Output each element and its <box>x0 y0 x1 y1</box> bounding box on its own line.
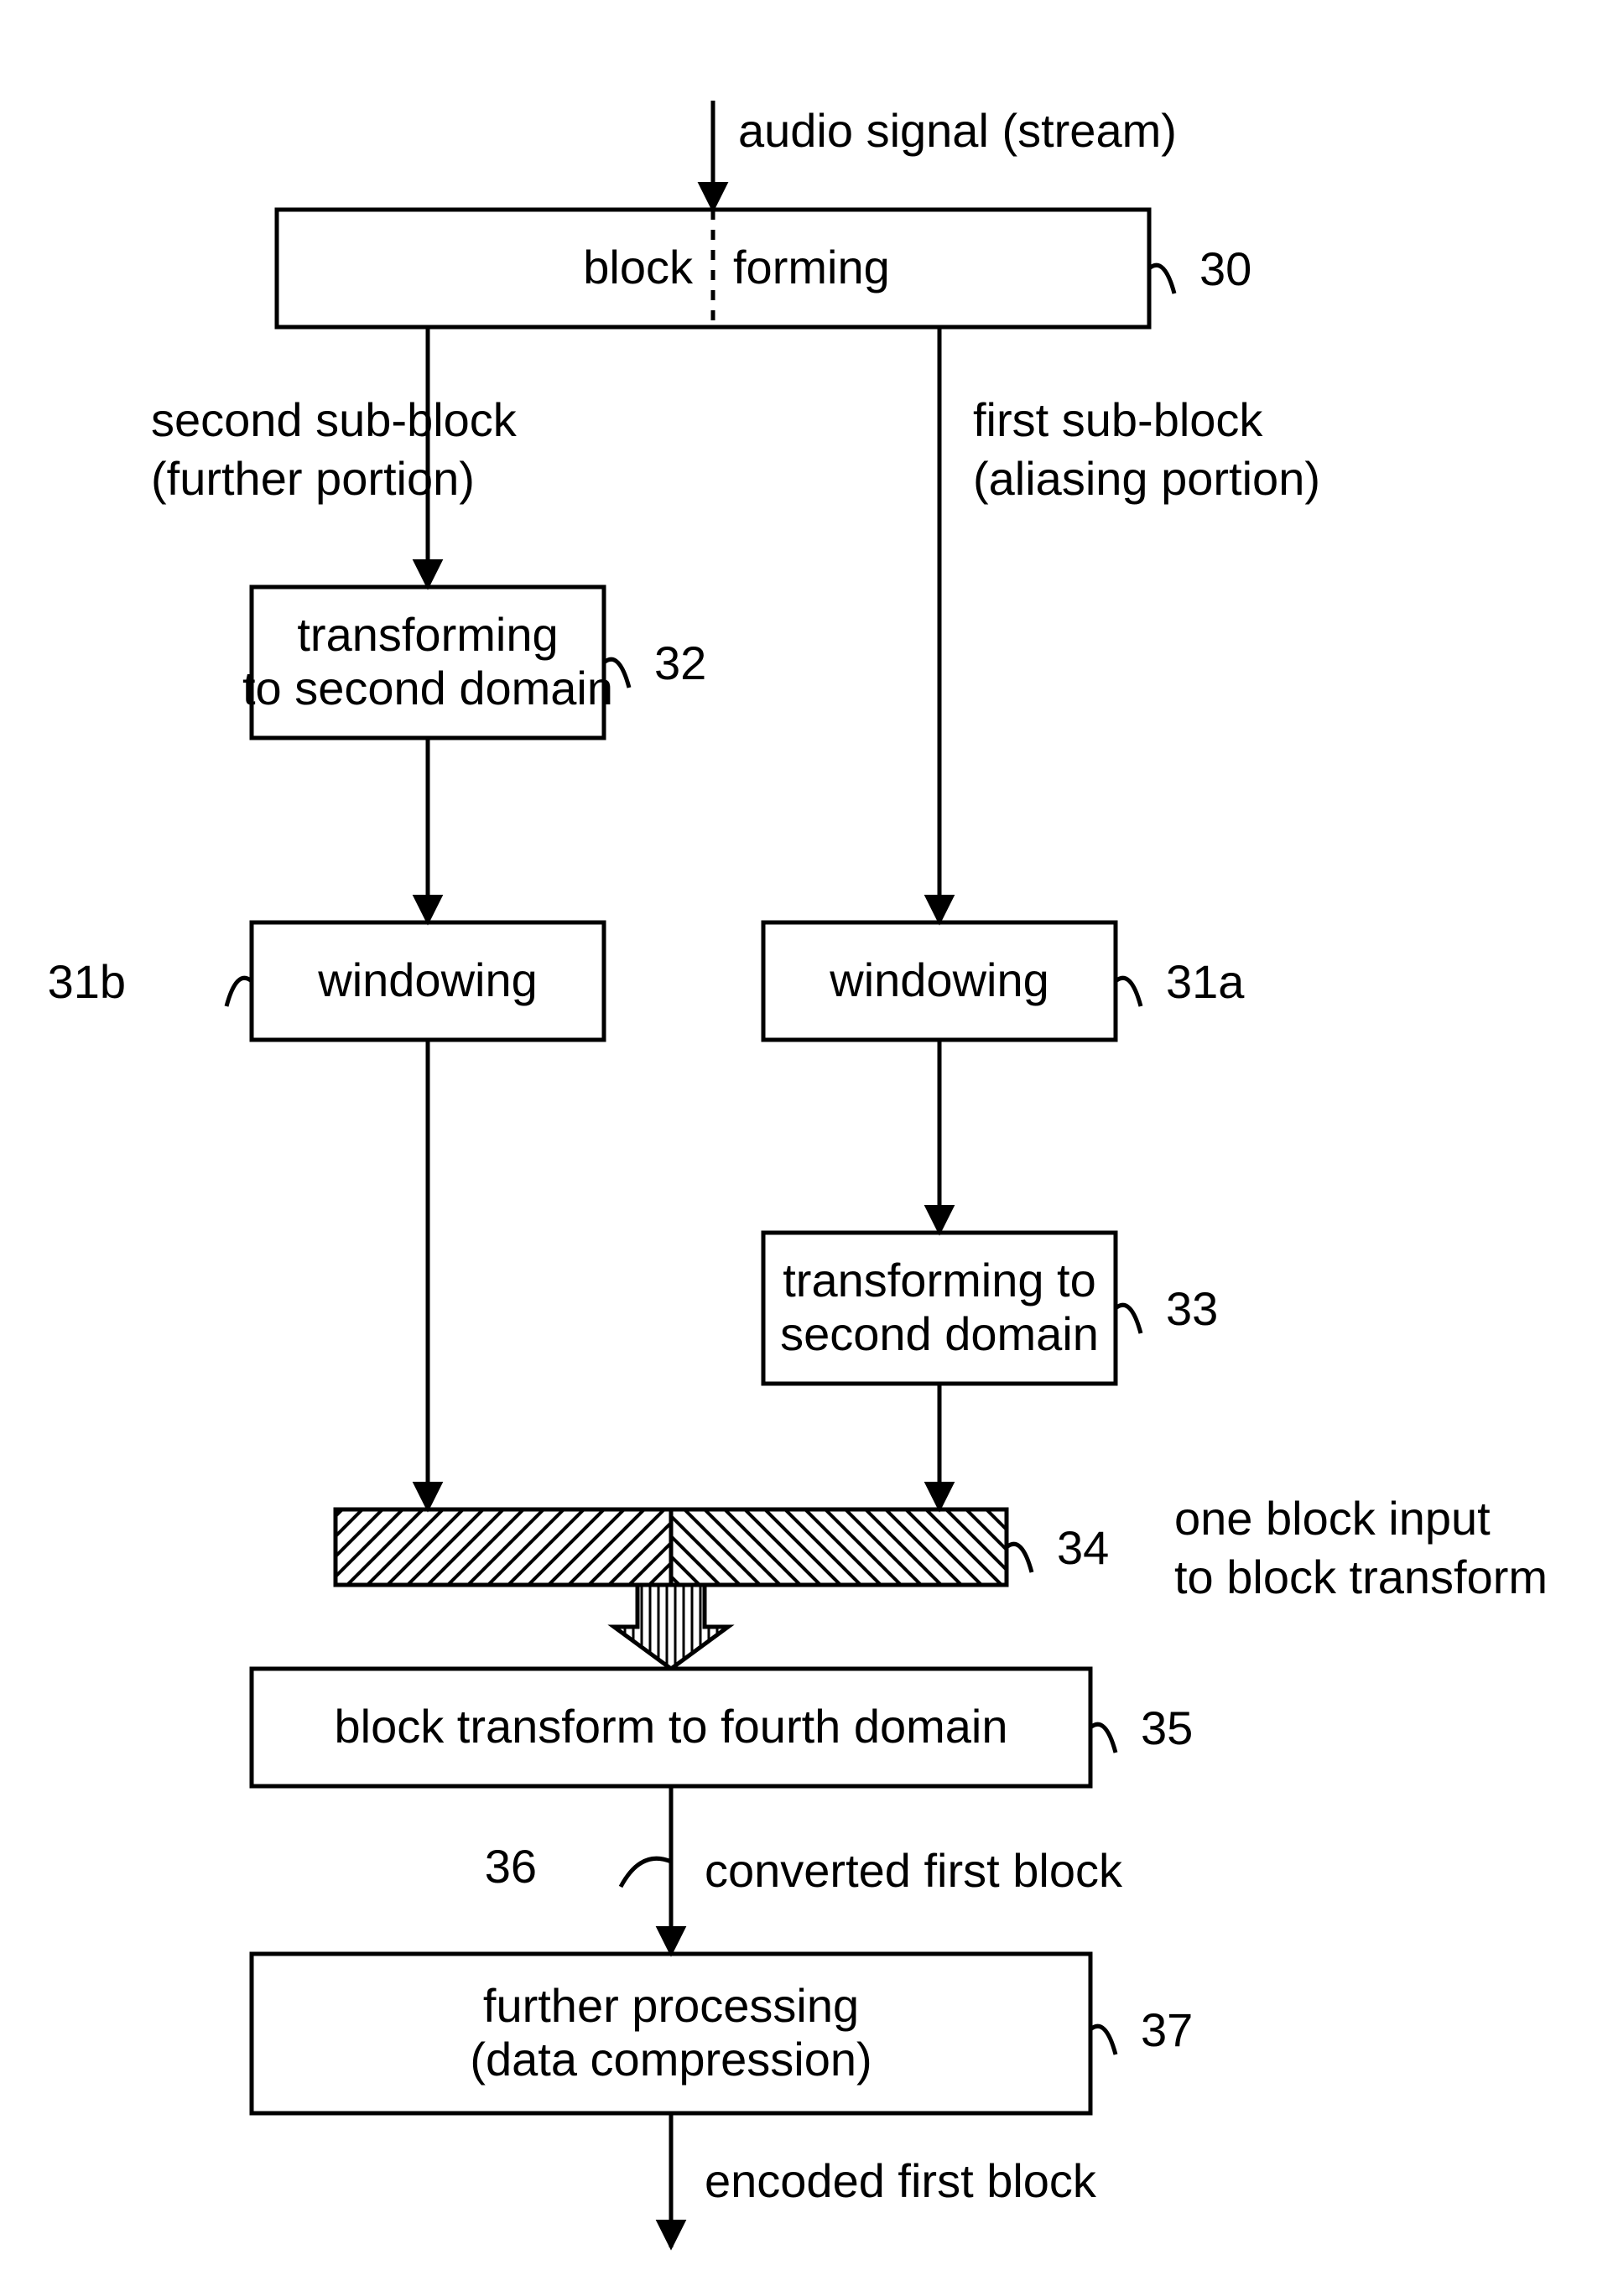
callout-36 <box>621 1858 671 1887</box>
box-further-processing-label: (data compression) <box>470 2033 872 2086</box>
ref-37: 37 <box>1141 2003 1193 2056</box>
label-encoded: encoded first block <box>705 2154 1097 2207</box>
callout-33 <box>1116 1305 1141 1333</box>
callout-31a <box>1116 978 1141 1006</box>
ref-33: 33 <box>1166 1282 1218 1335</box>
ref-36: 36 <box>485 1840 537 1893</box>
callout-37 <box>1090 2026 1116 2054</box>
label-second-sub-1: second sub-block <box>151 393 518 446</box>
box-windowing-right-label: windowing <box>829 953 1049 1006</box>
callout-34 <box>1007 1544 1032 1572</box>
box-windowing-left-label: windowing <box>317 953 538 1006</box>
ref-31b: 31b <box>48 955 126 1008</box>
box-transform-right-label: transforming to <box>783 1254 1096 1306</box>
block-forming-label-r: forming <box>733 241 890 293</box>
fat-arrow <box>614 1585 728 1669</box>
box-transform-left-label: transforming <box>297 608 558 661</box>
block-forming-label-l: block <box>583 241 694 293</box>
callout-35 <box>1090 1724 1116 1753</box>
ref-31a: 31a <box>1166 955 1245 1008</box>
callout-31b <box>226 978 252 1006</box>
ref-35: 35 <box>1141 1701 1193 1754</box>
box-block-forming <box>277 210 1149 327</box>
label-converted: converted first block <box>705 1844 1123 1897</box>
box-further-processing-label: further processing <box>483 1979 859 2032</box>
hatched-left <box>336 1509 671 1585</box>
label-input: audio signal (stream) <box>738 104 1177 157</box>
label-first-sub-2: (aliasing portion) <box>973 452 1320 505</box>
box-transform-left-label: to second domain <box>242 662 613 714</box>
box-block-transform-label: block transform to fourth domain <box>334 1700 1007 1753</box>
box-transform-right-label: second domain <box>780 1307 1099 1360</box>
ref-32: 32 <box>654 636 706 689</box>
ref-30: 30 <box>1199 242 1251 295</box>
label-one-block-1: one block input <box>1174 1492 1491 1545</box>
label-first-sub-1: first sub-block <box>973 393 1263 446</box>
ref-34: 34 <box>1057 1521 1109 1574</box>
hatched-right <box>671 1509 1007 1585</box>
callout-30 <box>1149 265 1174 293</box>
label-one-block-2: to block transform <box>1174 1551 1548 1603</box>
